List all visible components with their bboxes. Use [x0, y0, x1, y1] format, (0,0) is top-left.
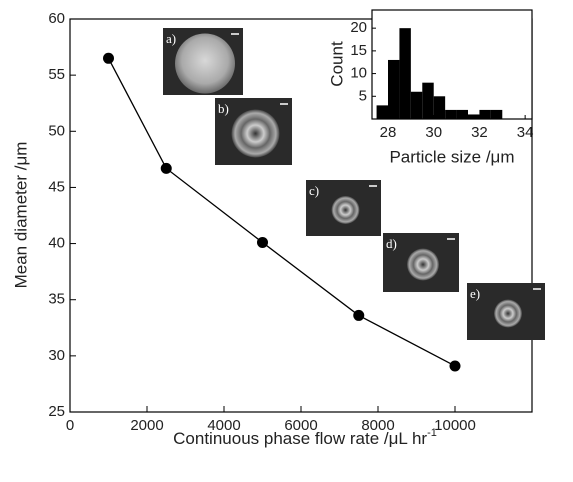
image-label: d)	[386, 236, 397, 251]
histogram-bar	[399, 28, 411, 120]
y-tick-label: 40	[48, 235, 65, 252]
y-tick-label: 50	[48, 122, 65, 139]
histogram-bar	[445, 109, 457, 119]
image-label: b)	[218, 101, 229, 116]
y-tick-label: 60	[48, 10, 65, 27]
histogram-bar	[388, 59, 400, 119]
y-tick-label: 45	[48, 178, 65, 195]
y-tick-label: 35	[48, 291, 65, 308]
x-tick-label: 0	[66, 417, 74, 434]
image-label: a)	[166, 31, 176, 46]
y-tick-label: 55	[48, 66, 65, 83]
y-tick-label: 5	[359, 87, 367, 104]
x-tick-label: 2000	[130, 417, 163, 434]
y-tick-label: 10	[350, 65, 367, 82]
x-tick-label: 30	[425, 124, 442, 141]
x-axis-label: Continuous phase flow rate /μL hr-1	[173, 427, 437, 449]
image-label: c)	[309, 183, 319, 198]
x-tick-label: 8000	[361, 417, 394, 434]
y-axis-label: Mean diameter /μm	[11, 142, 30, 289]
histogram-bar	[479, 109, 491, 119]
data-point	[160, 162, 172, 174]
histogram-bar	[433, 96, 446, 119]
particle-image	[231, 109, 280, 158]
y-tick-label: 30	[48, 347, 65, 364]
x-tick-label: 10000	[434, 417, 476, 434]
data-point	[353, 309, 365, 321]
image-label: e)	[470, 286, 480, 301]
y-tick-label: 20	[350, 19, 367, 36]
data-point	[257, 236, 268, 248]
particle-image	[494, 299, 522, 328]
x-tick-label: 34	[517, 124, 534, 141]
inset-y-label: Count	[327, 41, 346, 87]
particle-image	[331, 196, 360, 224]
inset-x-label: Particle size /μm	[389, 147, 514, 166]
histogram-bar	[468, 114, 480, 119]
particle-image	[407, 248, 439, 281]
x-tick-label: 32	[471, 124, 488, 141]
y-tick-label: 15	[350, 42, 367, 59]
y-tick-label: 25	[48, 403, 65, 420]
histogram-bar	[410, 91, 423, 119]
histogram-bar	[422, 82, 434, 119]
x-axis-label-text: Continuous phase flow rate /μL hr	[173, 429, 427, 448]
particle-image	[175, 33, 235, 94]
data-point	[449, 360, 461, 372]
histogram-bar	[456, 109, 468, 119]
x-tick-label: 28	[380, 124, 397, 141]
x-tick-label: 4000	[207, 417, 240, 434]
x-tick-label: 6000	[284, 417, 317, 434]
histogram-bar	[376, 105, 388, 119]
x-axis-label-sup: -1	[427, 427, 437, 439]
data-point	[103, 52, 114, 64]
histogram-bar	[490, 109, 503, 119]
